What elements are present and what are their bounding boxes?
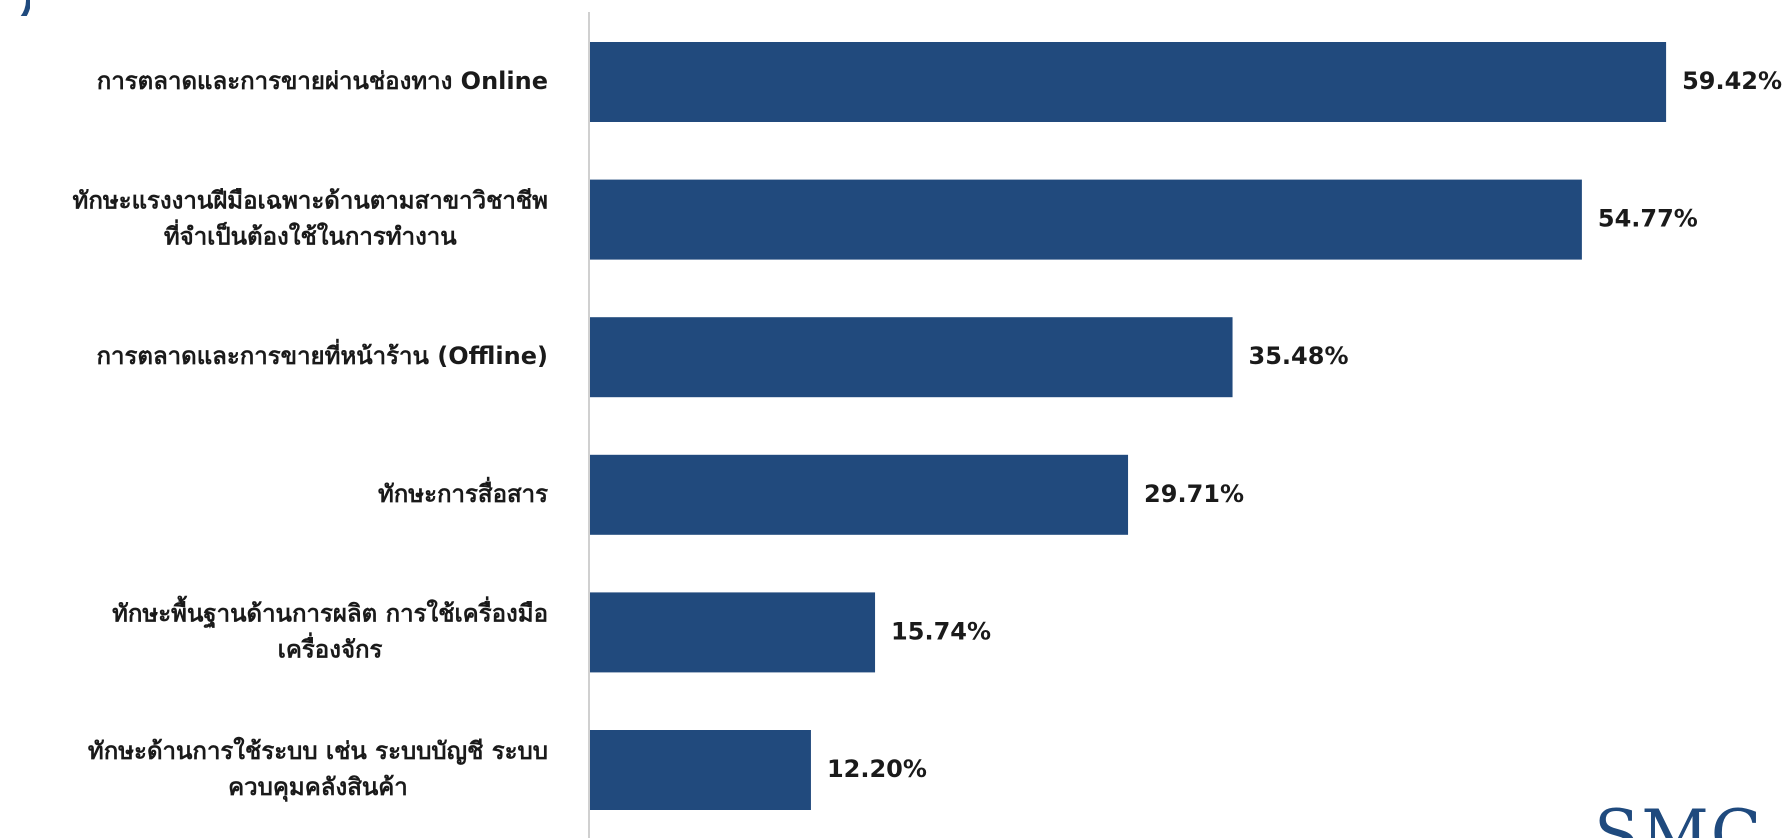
data-label-2: 35.48% (1249, 342, 1349, 370)
decorative-arc-icon (20, 0, 30, 16)
data-label-3: 29.71% (1144, 480, 1244, 508)
data-label-5: 12.20% (827, 755, 927, 783)
bar-4 (590, 592, 876, 673)
category-label-3-line-0: ทักษะการสื่อสาร (378, 476, 548, 508)
category-label-5-line-0: ทักษะด้านการใช้ระบบ เช่น ระบบบัญชี ระบบ (88, 736, 548, 765)
bar-5 (590, 730, 811, 810)
logo-text: SMC (1594, 798, 1764, 838)
bar-1 (590, 179, 1582, 260)
category-label-1-line-0: ทักษะแรงงานฝีมือเฉพาะด้านตามสาขาวิชาชีพ (73, 187, 549, 215)
category-label-1-line-1: ที่จำเป็นต้องใช้ในการทำงาน (164, 219, 457, 251)
bar-0 (590, 42, 1667, 122)
bar-3 (590, 454, 1129, 535)
category-label-4-line-1: เครื่องจักร (278, 631, 383, 663)
category-label-0-line-0: การตลาดและการขายผ่านช่องทาง Online (97, 67, 548, 95)
data-label-4: 15.74% (891, 617, 991, 645)
category-label-2-line-0: การตลาดและการขายที่หน้าร้าน (Offline) (96, 338, 548, 370)
data-label-1: 54.77% (1598, 205, 1698, 233)
data-label-0: 59.42% (1682, 67, 1782, 95)
brand-logo: SMC (1582, 798, 1782, 838)
category-label-5-line-1: ควบคุมคลังสินค้า (228, 773, 408, 803)
bar-2 (590, 317, 1233, 398)
category-label-4-line-0: ทักษะพื้นฐานด้านการผลิต การใช้เครื่องมือ (112, 594, 548, 629)
